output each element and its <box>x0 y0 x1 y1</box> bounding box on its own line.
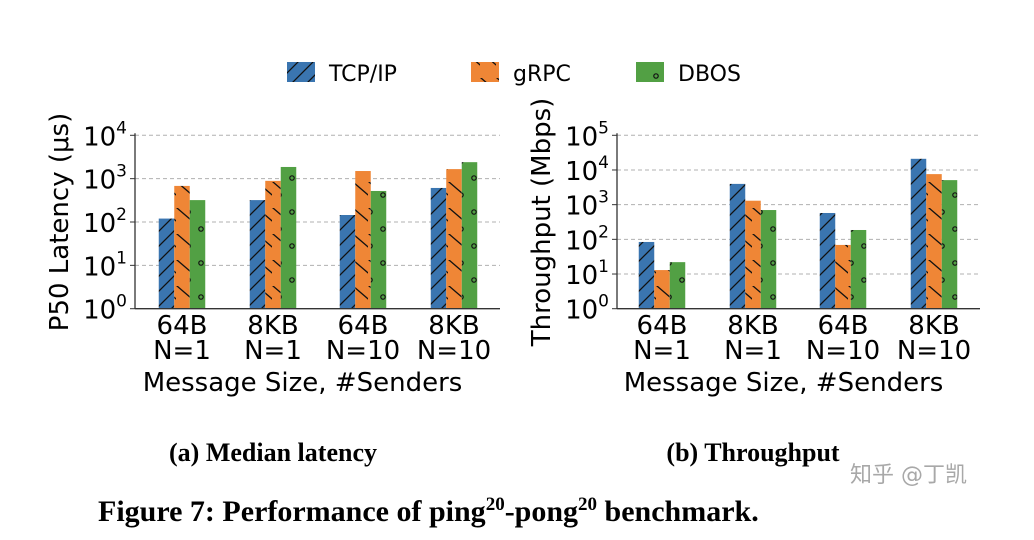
x-tick-label-senders: N=10 <box>806 336 880 366</box>
x-tick-label-senders: N=10 <box>897 336 971 366</box>
bar-tcpip-2 <box>819 212 836 309</box>
x-tick-label-senders: N=1 <box>244 336 302 366</box>
x-tick-label: 64B <box>637 311 688 341</box>
bar-dbos-1 <box>760 210 777 309</box>
x-tick-label-senders: N=1 <box>724 336 782 366</box>
bar-dbos-2 <box>850 229 867 309</box>
y-tick-label: 103 <box>565 188 609 222</box>
chart-latency: 10010110210310464BN=18KBN=164BN=108KBN=1… <box>45 113 500 398</box>
subcaption-b: (b) Throughput <box>666 438 840 467</box>
y-tick-label: 101 <box>83 248 127 282</box>
bar-dbos-1 <box>280 166 297 309</box>
y-tick-label: 101 <box>565 257 609 291</box>
bar-grpc-2 <box>835 244 851 309</box>
legend-swatch-tcpip <box>287 62 315 82</box>
x-tick-label-senders: N=10 <box>326 336 400 366</box>
legend-label: TCP/IP <box>328 62 397 87</box>
bar-tcpip-3 <box>910 158 927 309</box>
x-tick-label-senders: N=10 <box>417 336 491 366</box>
bar-grpc-0 <box>654 270 670 309</box>
bar-dbos-0 <box>189 200 206 309</box>
chart-throughput: 10010110210310410564BN=18KBN=164BN=108KB… <box>527 98 980 398</box>
bar-grpc-1 <box>265 180 281 309</box>
watermark: 知乎 @丁凯 <box>850 463 967 488</box>
x-tick-label: 64B <box>157 311 208 341</box>
y-axis-label: Throughput (Mbps) <box>527 98 557 348</box>
bar-grpc-3 <box>446 169 462 309</box>
bar-grpc-1 <box>745 200 761 309</box>
y-tick-label: 104 <box>83 118 127 152</box>
bar-dbos-3 <box>941 180 958 309</box>
bar-grpc-2 <box>355 171 371 309</box>
y-tick-label: 104 <box>565 153 609 187</box>
bar-tcpip-1 <box>249 200 266 309</box>
bar-tcpip-0 <box>158 218 175 309</box>
y-tick-label: 102 <box>83 205 127 239</box>
bar-tcpip-3 <box>430 187 447 309</box>
x-tick-label: 8KB <box>428 311 479 341</box>
bar-tcpip-2 <box>339 215 356 309</box>
y-tick-label: 100 <box>83 292 127 326</box>
x-axis-label: Message Size, #Senders <box>624 368 944 398</box>
x-tick-label: 64B <box>338 311 389 341</box>
x-axis-label: Message Size, #Senders <box>143 368 463 398</box>
bar-grpc-3 <box>926 174 942 309</box>
bar-tcpip-0 <box>638 241 655 309</box>
x-tick-label: 8KB <box>727 311 778 341</box>
legend-swatch-grpc <box>471 62 499 82</box>
legend: TCP/IP gRPC DBOS <box>287 62 741 87</box>
legend-label: gRPC <box>513 62 571 87</box>
y-axis-label: P50 Latency (μs) <box>45 113 75 331</box>
y-tick-label: 102 <box>565 222 609 256</box>
bar-grpc-0 <box>174 185 190 309</box>
bar-dbos-0 <box>669 262 686 309</box>
bar-tcpip-1 <box>729 183 746 309</box>
y-tick-label: 105 <box>565 118 609 152</box>
x-tick-label: 8KB <box>247 311 298 341</box>
figure-caption: Figure 7: Performance of ping20-pong20 b… <box>98 494 759 528</box>
y-tick-label: 100 <box>565 292 609 326</box>
y-tick-label: 103 <box>83 162 127 196</box>
bar-dbos-2 <box>370 190 387 309</box>
x-tick-label-senders: N=1 <box>633 336 691 366</box>
legend-swatch-dbos <box>636 62 664 82</box>
legend-label: DBOS <box>678 62 741 87</box>
subcaption-a: (a) Median latency <box>169 438 377 467</box>
bar-dbos-3 <box>461 162 478 309</box>
x-tick-label-senders: N=1 <box>153 336 211 366</box>
x-tick-label: 64B <box>818 311 869 341</box>
x-tick-label: 8KB <box>908 311 959 341</box>
